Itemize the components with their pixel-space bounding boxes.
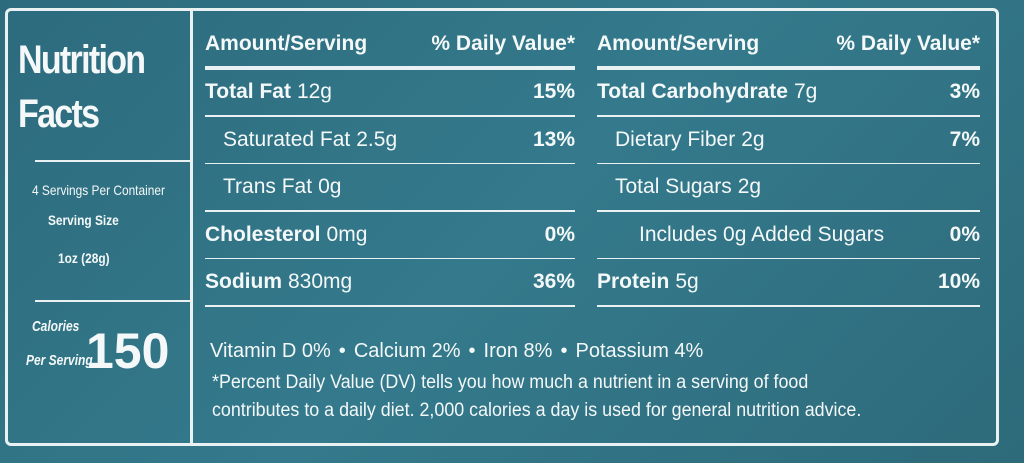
header-dv: % Daily Value* <box>431 32 575 55</box>
nutrient-row: Protein 5g 10% <box>597 267 980 297</box>
nutrient: Total Fat 12g <box>205 77 332 107</box>
serving-size: 1oz (28g) <box>58 250 110 266</box>
rule-thick <box>205 66 575 70</box>
nutrient-amount: 830mg <box>288 270 353 293</box>
nutrient-amount: 2g <box>737 175 762 198</box>
nutrient: Protein 5g <box>597 267 699 297</box>
title: Nutrition <box>18 38 146 82</box>
daily-value: 15% <box>532 80 575 103</box>
separator: • <box>338 340 346 362</box>
footnote: *Percent Daily Value (DV) tells you how … <box>212 372 809 393</box>
header-dv: % Daily Value* <box>836 32 980 55</box>
nutrient: Dietary Fiber 2g <box>615 125 765 155</box>
vitamin: Iron 8% <box>483 340 553 362</box>
rule <box>35 160 190 162</box>
nutrient-row: Includes 0g Added Sugars 0% <box>597 220 980 250</box>
nutrient-name: Includes 0g Added Sugars <box>639 222 885 246</box>
daily-value: 10% <box>937 270 980 293</box>
rule <box>597 162 980 164</box>
calories-label: Per Serving <box>26 352 93 369</box>
nutrient-row: Dietary Fiber 2g 7% <box>597 125 980 155</box>
nutrient: Total Sugars 2g <box>615 172 761 202</box>
serving-size-label: Serving Size <box>48 212 119 228</box>
daily-value: 7% <box>949 127 980 151</box>
nutrient-name: Dietary Fiber <box>615 127 736 151</box>
label-frame <box>5 8 999 446</box>
daily-value: 0% <box>949 222 980 246</box>
nutrient-name: Total Sugars <box>615 175 732 198</box>
nutrient-row: Trans Fat 0g <box>205 172 575 202</box>
rule <box>597 257 980 259</box>
servings-per-container: 4 Servings Per Container <box>32 182 165 198</box>
nutrient-row: Saturated Fat 2.5g 13% <box>205 125 575 155</box>
daily-value: 36% <box>532 270 575 293</box>
nutrient: Cholesterol 0mg <box>205 220 367 250</box>
separator: • <box>560 340 568 362</box>
nutrient-name: Trans Fat <box>223 175 313 198</box>
rule <box>35 300 190 302</box>
nutrient-name: Protein <box>597 270 670 293</box>
rule <box>597 210 980 212</box>
rule <box>205 305 575 307</box>
vitamins: Vitamin D 0% • Calcium 2% • Iron 8% • Potassiu… <box>210 340 703 363</box>
nutrient-name: Cholesterol <box>205 222 321 246</box>
vitamin: Calcium 2% <box>353 340 461 362</box>
nutrient-amount: 12g <box>296 80 332 103</box>
header-row: Amount/Serving % Daily Value* <box>597 29 980 59</box>
nutrient-amount: 2.5g <box>356 127 398 151</box>
nutrient: Trans Fat 0g <box>223 172 341 202</box>
nutrient-amount: 2g <box>741 127 765 151</box>
nutrient-name: Total Carbohydrate <box>597 80 788 103</box>
rule <box>205 115 575 117</box>
daily-value: 3% <box>949 80 980 103</box>
nutrient: Sodium 830mg <box>205 267 352 297</box>
header-amount: Amount/Serving <box>597 32 760 55</box>
nutrient: Includes 0g Added Sugars <box>639 220 884 250</box>
rule <box>597 305 980 307</box>
nutrient: Total Carbohydrate 7g <box>597 77 817 107</box>
rule <box>205 162 575 164</box>
header-row: Amount/Serving % Daily Value* <box>205 29 575 59</box>
footnote: contributes to a daily diet. 2,000 calor… <box>212 400 862 421</box>
nutrient-row: Total Fat 12g 15% <box>205 77 575 107</box>
rule-thick <box>597 66 980 70</box>
daily-value: 0% <box>544 222 575 246</box>
vitamin: Vitamin D 0% <box>210 340 331 362</box>
sidebar-divider <box>190 8 193 446</box>
vitamin: Potassium 4% <box>575 340 704 362</box>
rule <box>597 115 980 117</box>
daily-value: 13% <box>532 127 575 151</box>
nutrient-row: Cholesterol 0mg 0% <box>205 220 575 250</box>
calories: 150 <box>86 323 170 379</box>
nutrient-row: Total Sugars 2g <box>597 172 980 202</box>
rule <box>205 257 575 259</box>
rule <box>205 210 575 212</box>
nutrient-name: Saturated Fat <box>223 127 351 151</box>
nutrient-name: Sodium <box>205 270 282 293</box>
nutrient-amount: 7g <box>793 80 818 103</box>
nutrient-row: Sodium 830mg 36% <box>205 267 575 297</box>
header-amount: Amount/Serving <box>205 32 368 55</box>
nutrient-amount: 0g <box>318 175 342 198</box>
title: Facts <box>18 92 100 136</box>
nutrient-amount: 0mg <box>326 222 368 246</box>
nutrient: Saturated Fat 2.5g <box>223 125 397 155</box>
separator: • <box>468 340 476 362</box>
calories-label: Calories <box>32 318 80 335</box>
nutrient-row: Total Carbohydrate 7g 3% <box>597 77 980 107</box>
nutrient-amount: 5g <box>675 270 699 293</box>
nutrient-name: Total Fat <box>205 80 291 103</box>
